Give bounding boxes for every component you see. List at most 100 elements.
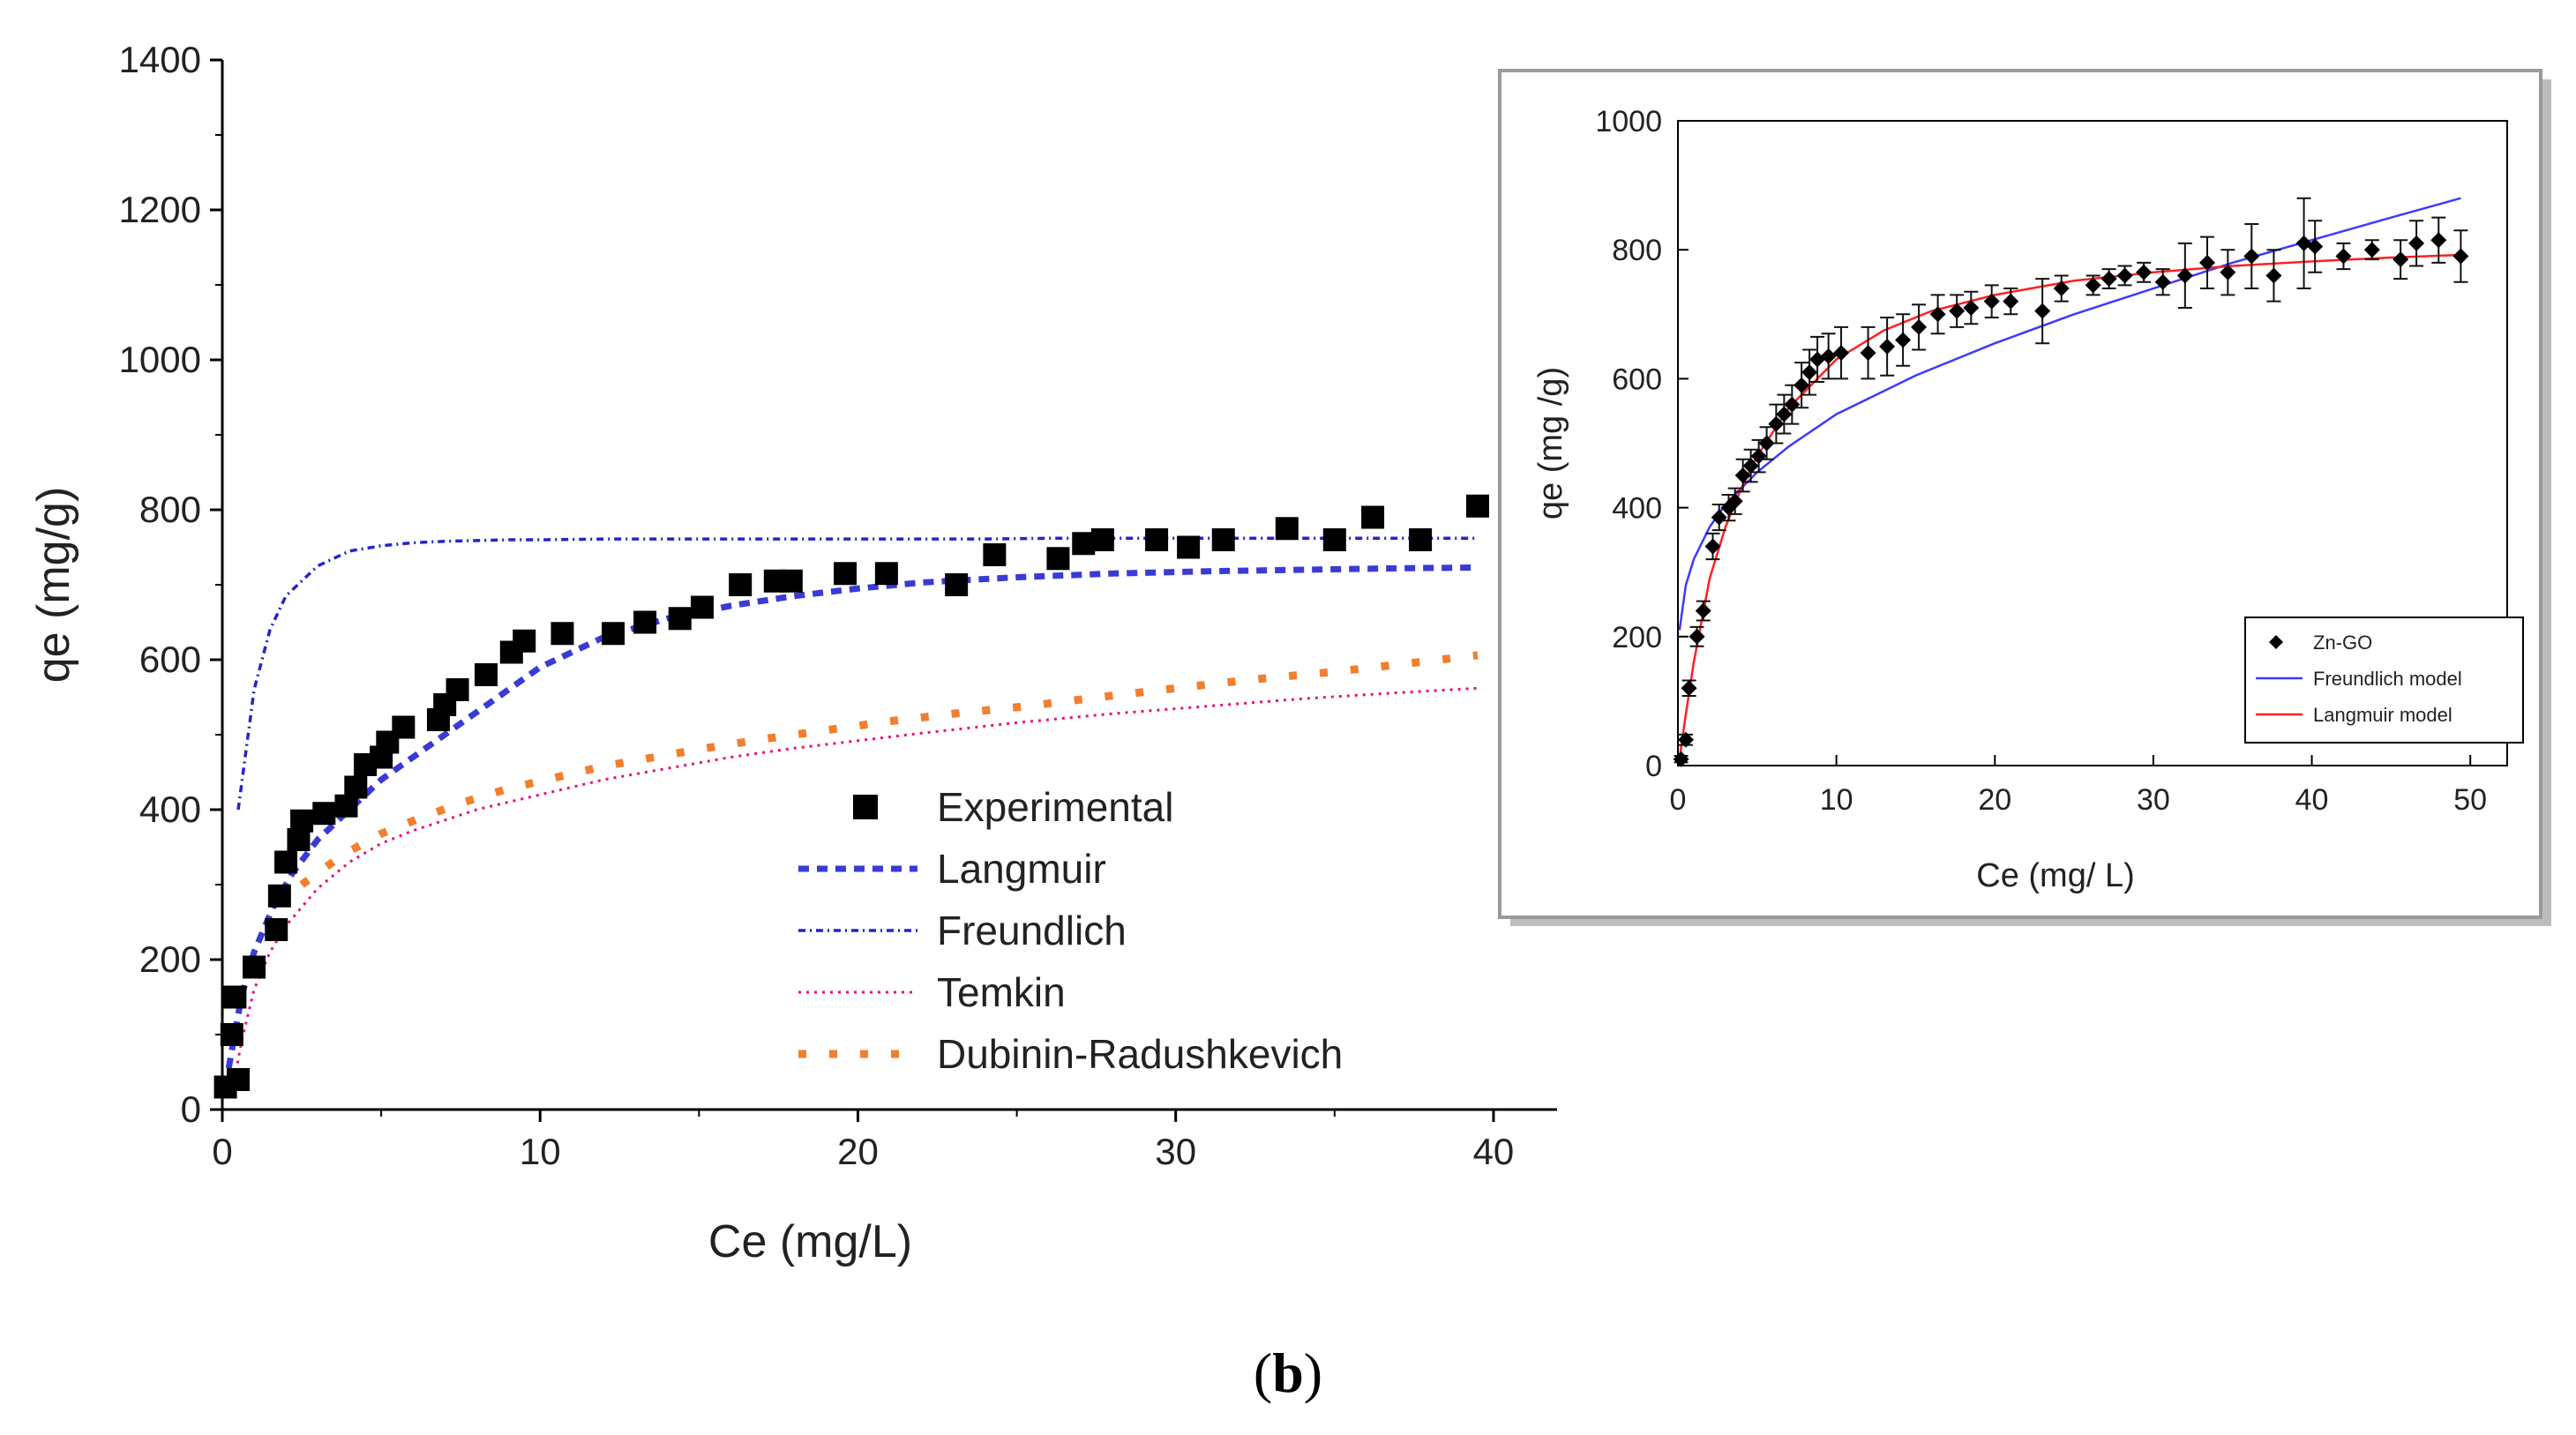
main-data-point-experimental	[1409, 528, 1433, 551]
main-data-point-experimental	[274, 850, 298, 874]
main-y-tick-label: 1400	[119, 39, 201, 80]
main-data-point-experimental	[267, 884, 291, 908]
inset-data-point-zn-go	[2154, 273, 2171, 290]
main-data-point-experimental	[779, 569, 803, 593]
inset-data-point-zn-go	[2176, 267, 2193, 284]
main-data-point-experimental	[513, 629, 536, 653]
main-legend-label: Temkin	[937, 969, 1066, 1015]
inset-x-tick-label: 20	[1978, 783, 2011, 817]
main-data-point-experimental	[220, 1023, 243, 1046]
inset-data-point-zn-go	[1758, 435, 1775, 452]
inset-data-point-zn-go	[1949, 303, 1966, 319]
main-x-tick-label: 30	[1155, 1131, 1196, 1172]
main-data-point-experimental	[633, 610, 657, 634]
main-y-tick-label: 800	[139, 489, 201, 530]
inset-data-point-zn-go	[1793, 377, 1810, 393]
inset-data-point-zn-go	[2430, 232, 2447, 249]
inset-y-tick-label: 800	[1612, 234, 1662, 267]
main-data-point-experimental	[392, 715, 416, 739]
inset-data-point-zn-go	[1776, 406, 1793, 422]
main-data-point-experimental	[290, 809, 314, 833]
main-data-point-experimental	[1177, 535, 1201, 559]
inset-data-point-zn-go	[1726, 493, 1743, 510]
main-x-tick-label: 20	[837, 1131, 879, 1172]
main-data-point-experimental	[668, 607, 692, 631]
inset-data-point-zn-go	[2136, 264, 2153, 280]
main-y-tick-label: 1000	[119, 339, 201, 380]
inset-isotherm-chart: 0 200 400 600 800 1000 0 10 20 30 40 50 Ce (mg/ L) qe…	[1498, 69, 2551, 926]
main-data-point-experimental	[227, 1068, 251, 1091]
inset-data-point-zn-go	[1801, 364, 1818, 381]
inset-x-tick-label: 30	[2137, 783, 2170, 817]
main-y-tick-label: 1200	[119, 189, 201, 230]
inset-data-point-zn-go	[1681, 680, 1697, 697]
main-data-point-experimental	[1145, 528, 1169, 551]
main-legend-label: Langmuir	[937, 846, 1106, 892]
inset-data-point-zn-go	[2003, 293, 2019, 310]
inset-y-tick-label: 0	[1645, 750, 1662, 783]
main-data-point-experimental	[474, 663, 498, 686]
main-data-point-experimental	[834, 562, 857, 586]
main-x-tick-label: 40	[1473, 1131, 1515, 1172]
inset-data-point-zn-go	[1983, 293, 2000, 310]
inset-legend-label: Zn-GO	[2313, 632, 2372, 654]
inset-x-tick-label: 0	[1670, 783, 1687, 817]
inset-series-langmuir-model	[1678, 253, 2461, 759]
inset-plot-border	[1677, 120, 2508, 766]
main-data-point-experimental	[243, 955, 266, 979]
main-data-point-experimental	[690, 595, 714, 619]
inset-data-point-zn-go	[2363, 242, 2380, 258]
inset-data-point-zn-go	[2335, 248, 2352, 265]
main-legend-label: Experimental	[937, 784, 1173, 830]
inset-data-point-zn-go	[2393, 251, 2409, 268]
inset-data-point-zn-go	[2408, 235, 2425, 251]
main-y-axis-label: qe (mg/g)	[28, 487, 79, 684]
inset-x-tick-label: 50	[2453, 783, 2487, 817]
inset-data-point-zn-go	[1734, 467, 1751, 484]
main-x-axis-label: Ce (mg/L)	[708, 1216, 912, 1267]
main-data-point-experimental	[344, 775, 368, 799]
inset-data-point-zn-go	[1963, 299, 1980, 316]
main-y-tick-label: 0	[181, 1088, 201, 1130]
main-data-point-experimental	[1465, 494, 1489, 518]
inset-data-point-zn-go	[1742, 458, 1759, 475]
main-data-point-experimental	[874, 562, 898, 586]
inset-data-point-zn-go	[2100, 271, 2117, 288]
inset-x-tick-label: 10	[1820, 783, 1853, 817]
inset-data-point-zn-go	[1833, 345, 1850, 362]
inset-frame	[1498, 69, 2542, 919]
inset-y-tick-label: 400	[1612, 492, 1662, 526]
main-data-point-experimental	[1211, 528, 1235, 551]
inset-data-point-zn-go	[1929, 306, 1946, 323]
inset-legend-box	[2244, 617, 2524, 744]
inset-data-point-zn-go	[2085, 277, 2101, 294]
inset-y-tick-label: 600	[1612, 362, 1662, 396]
main-series-dubinin-radushkevich	[299, 651, 1479, 888]
inset-data-point-zn-go	[1677, 731, 1694, 748]
inset-x-axis-label: Ce (mg/ L)	[1976, 857, 2134, 894]
inset-series-freundlich-model	[1678, 197, 2461, 631]
inset-y-axis-label: qe (mg /g)	[1532, 367, 1569, 519]
main-data-point-experimental	[729, 573, 753, 596]
inset-legend-label: Freundlich model	[2313, 668, 2462, 690]
main-data-point-experimental	[446, 678, 469, 701]
main-y-tick-label: 600	[139, 639, 201, 680]
inset-data-point-zn-go	[2220, 264, 2236, 280]
inset-data-point-zn-go	[1673, 751, 1689, 767]
inset-data-point-zn-go	[2053, 280, 2070, 297]
main-legend-marker	[853, 795, 878, 819]
inset-legend-marker	[2269, 635, 2283, 649]
inset-data-point-zn-go	[2198, 254, 2215, 271]
inset-data-point-zn-go	[2116, 267, 2133, 284]
main-x-tick-label: 10	[520, 1131, 561, 1172]
main-y-tick-label: 400	[139, 789, 201, 830]
figure-caption: (b)	[1253, 1342, 1323, 1404]
inset-x-tick-label: 40	[2295, 783, 2329, 817]
inset-data-point-zn-go	[1695, 602, 1711, 619]
main-legend-label: Dubinin-Radushkevich	[937, 1031, 1343, 1077]
inset-data-point-zn-go	[2034, 303, 2051, 319]
inset-data-point-zn-go	[1895, 332, 1912, 348]
main-data-point-experimental	[223, 985, 247, 1009]
main-data-point-experimental	[312, 802, 336, 826]
